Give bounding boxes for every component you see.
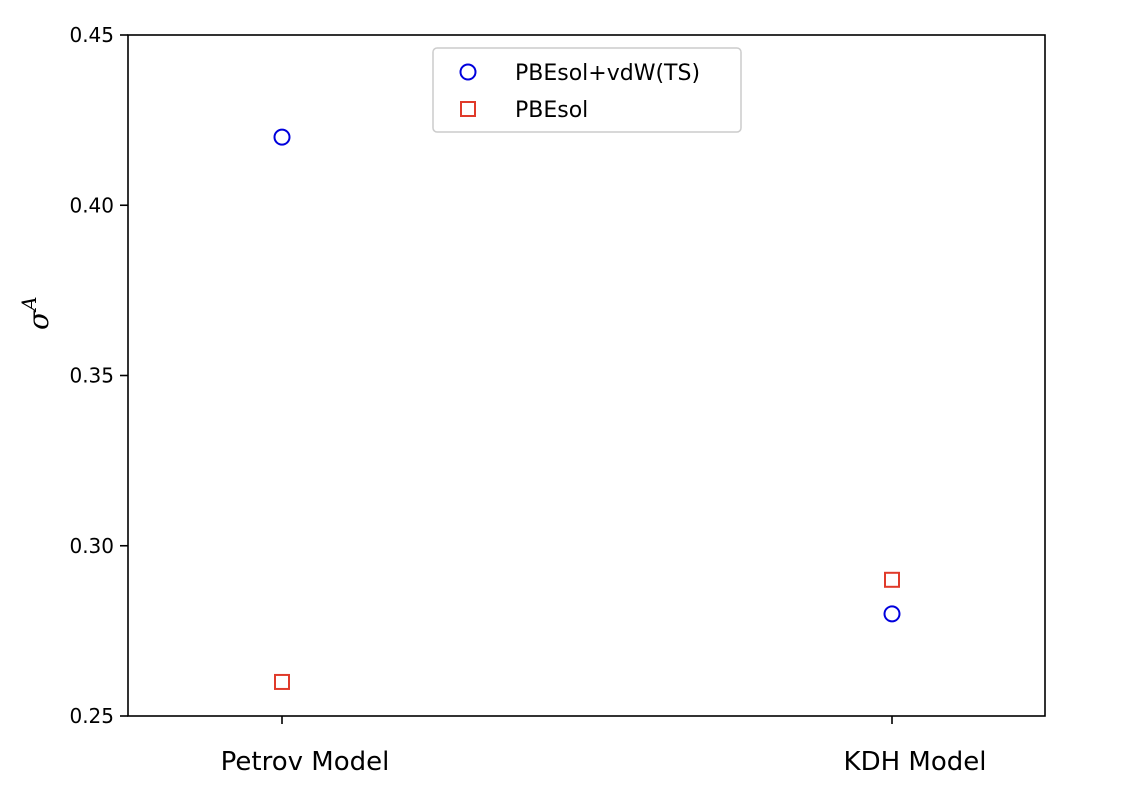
legend-square-marker [460, 101, 476, 117]
legend-circle-marker [459, 63, 477, 81]
data-point-circle [883, 605, 901, 623]
y-tick-label: 0.30 [69, 534, 114, 558]
y-tick-label: 0.40 [69, 193, 114, 217]
y-tick-label: 0.45 [69, 23, 114, 47]
x-tick-label: Petrov Model [221, 747, 390, 777]
y-axis: 0.25 0.30 0.35 0.40 0.45 [69, 23, 128, 728]
y-axis-label: σA [17, 296, 55, 330]
legend-label-series-2: PBEsol [515, 98, 588, 123]
x-axis: Petrov Model KDH Model [221, 716, 987, 777]
data-point-square [274, 673, 290, 690]
legend: PBEsol+vdW(TS) PBEsol [432, 47, 742, 133]
data-point-circle [273, 128, 291, 146]
data-markers [273, 128, 901, 690]
legend-label-series-1: PBEsol+vdW(TS) [515, 61, 700, 86]
plot-area [127, 34, 1046, 717]
y-tick-label: 0.35 [69, 364, 114, 388]
y-tick-label: 0.25 [69, 704, 114, 728]
x-tick-label: KDH Model [844, 747, 987, 777]
data-point-square [884, 571, 900, 588]
legend-box [432, 47, 742, 133]
